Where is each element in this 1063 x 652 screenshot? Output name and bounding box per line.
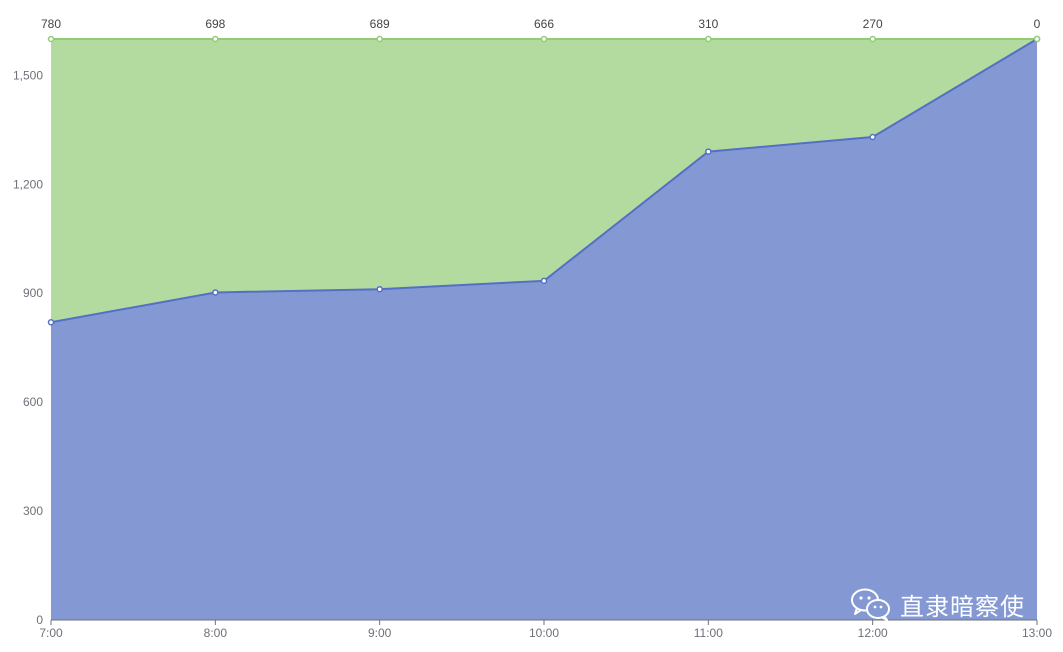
x-tick-label: 11:00 xyxy=(694,626,723,640)
watermark-text: 直隶暗察使 xyxy=(900,592,1025,621)
x-tick-label: 13:00 xyxy=(1022,626,1052,640)
y-tick-label: 900 xyxy=(23,286,43,300)
x-tick-label: 10:00 xyxy=(529,626,559,640)
x-tick-label: 9:00 xyxy=(368,626,392,640)
y-tick-label: 1,500 xyxy=(13,68,43,82)
point-series-2 xyxy=(705,35,712,43)
point-series-2 xyxy=(376,35,383,43)
data-points xyxy=(47,35,1041,326)
point-series-1 xyxy=(47,318,55,326)
data-label-series-2: 310 xyxy=(698,17,718,31)
data-label-series-2: 698 xyxy=(205,17,225,31)
areas xyxy=(51,39,1037,620)
x-tick-label: 12:00 xyxy=(858,626,888,640)
y-tick-label: 300 xyxy=(23,504,43,518)
point-series-2 xyxy=(1033,35,1041,43)
data-label-series-2: 270 xyxy=(863,17,883,31)
x-tick-label: 8:00 xyxy=(204,626,228,640)
point-series-2 xyxy=(47,35,55,43)
point-series-1 xyxy=(540,277,548,285)
axes: 7:00 8:00 9:00 10:00 11:00 12:00 13:00 0 300 600 9… xyxy=(13,68,1052,640)
data-label-series-2: 0 xyxy=(1034,17,1041,31)
data-label-series-2: 689 xyxy=(370,17,390,31)
point-series-2 xyxy=(540,35,548,43)
point-series-1 xyxy=(212,289,219,296)
area-series-2 xyxy=(51,39,1037,323)
area-series-1 xyxy=(51,39,1037,620)
point-series-2 xyxy=(869,35,876,43)
y-tick-label: 0 xyxy=(36,613,43,627)
data-labels: 780 698 689 666 310 270 0 xyxy=(41,17,1041,31)
point-series-1 xyxy=(376,285,383,293)
wechat-icon xyxy=(850,587,892,621)
data-label-series-2: 780 xyxy=(41,17,61,31)
x-tick-label: 7:00 xyxy=(39,626,63,640)
point-series-2 xyxy=(212,35,219,43)
data-label-series-2: 666 xyxy=(534,17,554,31)
y-tick-label: 1,200 xyxy=(13,177,43,191)
watermark: 直隶暗察使 xyxy=(850,586,1025,622)
point-series-1 xyxy=(869,133,876,141)
y-tick-label: 600 xyxy=(23,395,43,409)
point-series-1 xyxy=(705,148,712,155)
